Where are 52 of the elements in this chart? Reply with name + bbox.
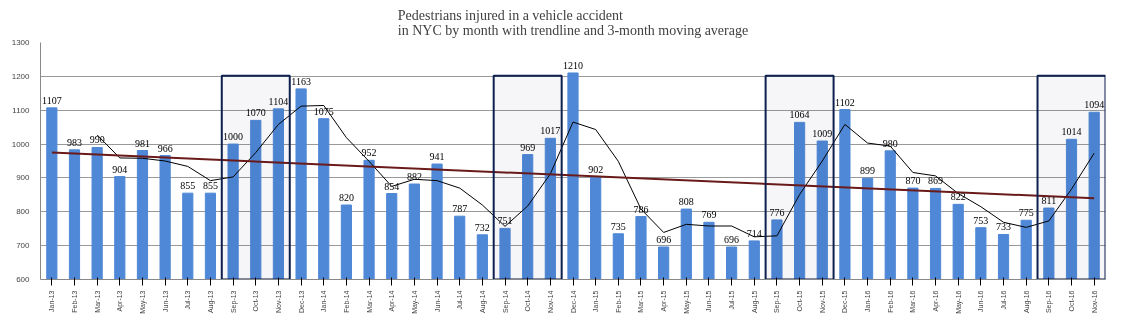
- data-label: 735: [610, 220, 626, 232]
- data-label: 1014: [1061, 126, 1082, 138]
- data-label: 1017: [540, 125, 561, 137]
- data-label: 776: [769, 206, 785, 218]
- y-tick-label: 1000: [11, 139, 31, 149]
- data-label: 1104: [268, 95, 289, 107]
- data-label: 969: [520, 141, 536, 153]
- chart-title: Pedestrians injured in a vehicle accident in NYC by month with trendline and 3-month moving average: [397, 7, 749, 38]
- data-label: 696: [724, 234, 740, 245]
- data-label: 983: [66, 136, 82, 148]
- data-label: 1107: [42, 94, 62, 106]
- data-label: 820: [338, 192, 354, 204]
- data-label: 981: [134, 137, 150, 149]
- data-label: 1000: [223, 131, 244, 143]
- data-label: 980: [882, 137, 898, 149]
- data-label: 1064: [789, 109, 810, 121]
- data-label: 1210: [563, 59, 583, 71]
- data-label: 808: [678, 196, 694, 208]
- data-label: 751: [497, 215, 513, 227]
- y-tick-label: 1300: [11, 38, 31, 47]
- data-label: 854: [384, 180, 400, 192]
- data-label: 822: [950, 191, 966, 203]
- data-label: 1009: [812, 128, 833, 140]
- data-label: 904: [112, 163, 128, 175]
- data-label: 870: [905, 175, 921, 187]
- data-label: 732: [474, 221, 490, 233]
- data-label: 869: [928, 175, 944, 187]
- data-label: 733: [996, 221, 1012, 233]
- data-label: 1102: [835, 96, 855, 108]
- data-label: 1075: [313, 105, 334, 117]
- data-label: 855: [180, 180, 196, 192]
- data-label: 966: [157, 142, 173, 154]
- y-tick-label: 600: [16, 275, 31, 284]
- data-label: 855: [202, 180, 218, 192]
- y-tick-label: 700: [16, 241, 31, 251]
- data-label: 1163: [291, 75, 311, 87]
- data-label: 787: [452, 203, 468, 215]
- data-label: 899: [860, 165, 876, 177]
- y-tick-label: 800: [16, 207, 31, 217]
- data-label: 1070: [245, 107, 266, 119]
- data-label: 941: [429, 151, 445, 163]
- y-tick-label: 1100: [12, 105, 31, 115]
- data-label: 902: [588, 164, 604, 176]
- y-tick-label: 900: [16, 173, 31, 183]
- data-label: 1094: [1084, 99, 1105, 111]
- data-label: 696: [656, 234, 672, 245]
- data-label: 769: [701, 209, 717, 221]
- data-label: 753: [973, 214, 989, 226]
- data-label: 811: [1041, 195, 1057, 207]
- data-label: 952: [361, 147, 377, 159]
- y-tick-label: 1200: [11, 71, 31, 81]
- data-label: 775: [1018, 207, 1034, 219]
